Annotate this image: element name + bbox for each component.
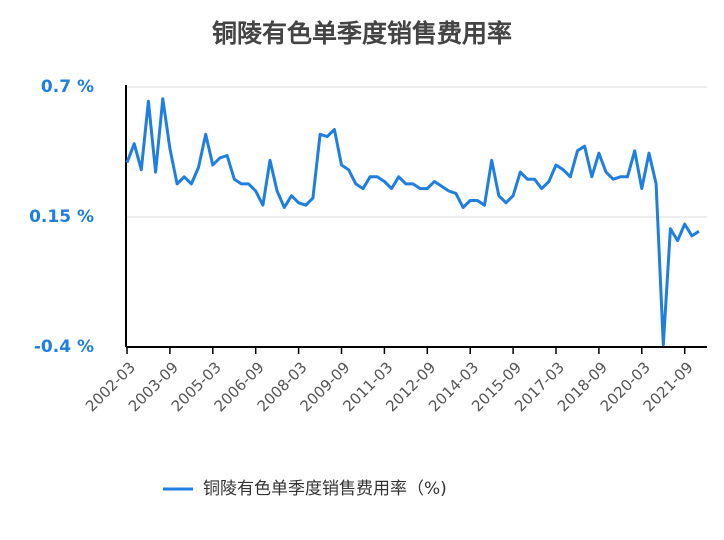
data-line (125, 97, 700, 347)
y-tick-label: 0.15 % (29, 207, 94, 227)
chart-title: 铜陵有色单季度销售费用率 (212, 19, 512, 48)
y-tick-label: 0.7 % (41, 77, 94, 97)
y-tick-label: -0.4 % (34, 337, 94, 357)
legend-label: 铜陵有色单季度销售费用率（%) (203, 479, 447, 499)
